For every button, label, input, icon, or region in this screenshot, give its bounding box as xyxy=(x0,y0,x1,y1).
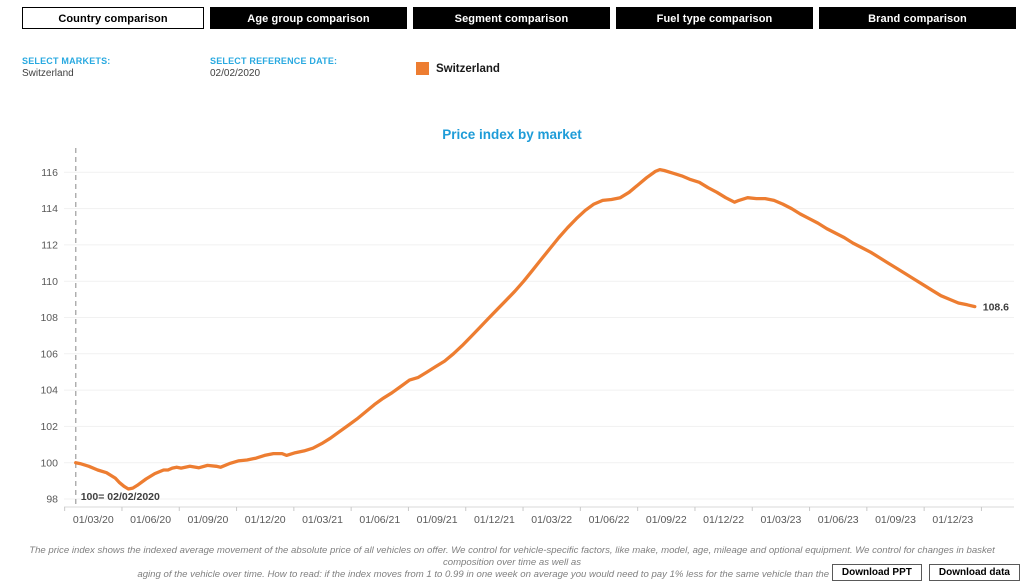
svg-text:108: 108 xyxy=(40,312,58,324)
price-chart-svg: 98 100 102 104 106 108 110 112 114 116 01/03/20 01/… xyxy=(40,148,1014,526)
price-index-chart: 98 100 102 104 106 108 110 112 114 116 01/03/20 01/… xyxy=(0,140,1024,535)
svg-text:01/09/21: 01/09/21 xyxy=(417,514,458,526)
svg-text:116: 116 xyxy=(41,167,58,179)
svg-text:112: 112 xyxy=(41,240,58,252)
select-reference-date-value[interactable]: 02/02/2020 xyxy=(210,68,261,79)
svg-text:01/12/23: 01/12/23 xyxy=(932,514,973,526)
svg-text:01/06/23: 01/06/23 xyxy=(818,514,859,526)
svg-text:102: 102 xyxy=(40,421,58,433)
download-ppt-button[interactable]: Download PPT xyxy=(831,564,922,581)
legend: Switzerland xyxy=(416,62,500,75)
disclaimer-line-1: The price index shows the indexed averag… xyxy=(29,545,995,568)
legend-swatch-switzerland xyxy=(416,62,429,75)
svg-text:01/12/21: 01/12/21 xyxy=(474,514,515,526)
select-reference-date-label: SELECT REFERENCE DATE: xyxy=(210,56,338,66)
svg-text:01/06/21: 01/06/21 xyxy=(359,514,400,526)
svg-text:100: 100 xyxy=(40,457,58,469)
tab-country-comparison[interactable]: Country comparison xyxy=(22,7,204,29)
svg-text:104: 104 xyxy=(40,385,58,397)
chart-title: Price index by market xyxy=(442,127,582,142)
tab-age-group-comparison[interactable]: Age group comparison xyxy=(210,7,407,29)
svg-text:01/03/20: 01/03/20 xyxy=(73,514,114,526)
svg-text:110: 110 xyxy=(41,276,58,288)
svg-text:01/12/22: 01/12/22 xyxy=(703,514,744,526)
svg-text:01/03/21: 01/03/21 xyxy=(302,514,343,526)
svg-text:98: 98 xyxy=(46,494,58,506)
select-markets-label: SELECT MARKETS: xyxy=(22,56,111,66)
svg-text:01/03/23: 01/03/23 xyxy=(760,514,801,526)
svg-text:106: 106 xyxy=(40,348,58,360)
comparison-tab-bar: Country comparison Age group comparison … xyxy=(22,7,1018,29)
svg-text:108.6: 108.6 xyxy=(983,301,1009,313)
svg-text:114: 114 xyxy=(41,203,58,215)
download-buttons: Download PPT Download data xyxy=(831,564,1020,581)
svg-text:01/06/22: 01/06/22 xyxy=(589,514,630,526)
svg-text:01/09/23: 01/09/23 xyxy=(875,514,916,526)
svg-text:01/06/20: 01/06/20 xyxy=(130,514,171,526)
svg-text:01/03/22: 01/03/22 xyxy=(531,514,572,526)
tab-segment-comparison[interactable]: Segment comparison xyxy=(413,7,610,29)
svg-text:100= 02/02/2020: 100= 02/02/2020 xyxy=(81,491,160,503)
svg-text:01/12/20: 01/12/20 xyxy=(245,514,286,526)
legend-label-switzerland: Switzerland xyxy=(436,62,500,75)
select-markets-value[interactable]: Switzerland xyxy=(22,68,74,79)
select-reference-date-control[interactable]: SELECT REFERENCE DATE: 02/02/2020 xyxy=(210,56,337,79)
tab-brand-comparison[interactable]: Brand comparison xyxy=(819,7,1016,29)
disclaimer-line-2: aging of the vehicle over time. How to r… xyxy=(137,568,887,580)
svg-text:01/09/20: 01/09/20 xyxy=(187,514,228,526)
disclaimer-text: The price index shows the indexed averag… xyxy=(7,545,1017,581)
select-markets-control[interactable]: SELECT MARKETS: Switzerland xyxy=(22,56,111,79)
svg-text:01/09/22: 01/09/22 xyxy=(646,514,687,526)
download-data-button[interactable]: Download data xyxy=(928,564,1020,581)
tab-fuel-type-comparison[interactable]: Fuel type comparison xyxy=(616,7,813,29)
